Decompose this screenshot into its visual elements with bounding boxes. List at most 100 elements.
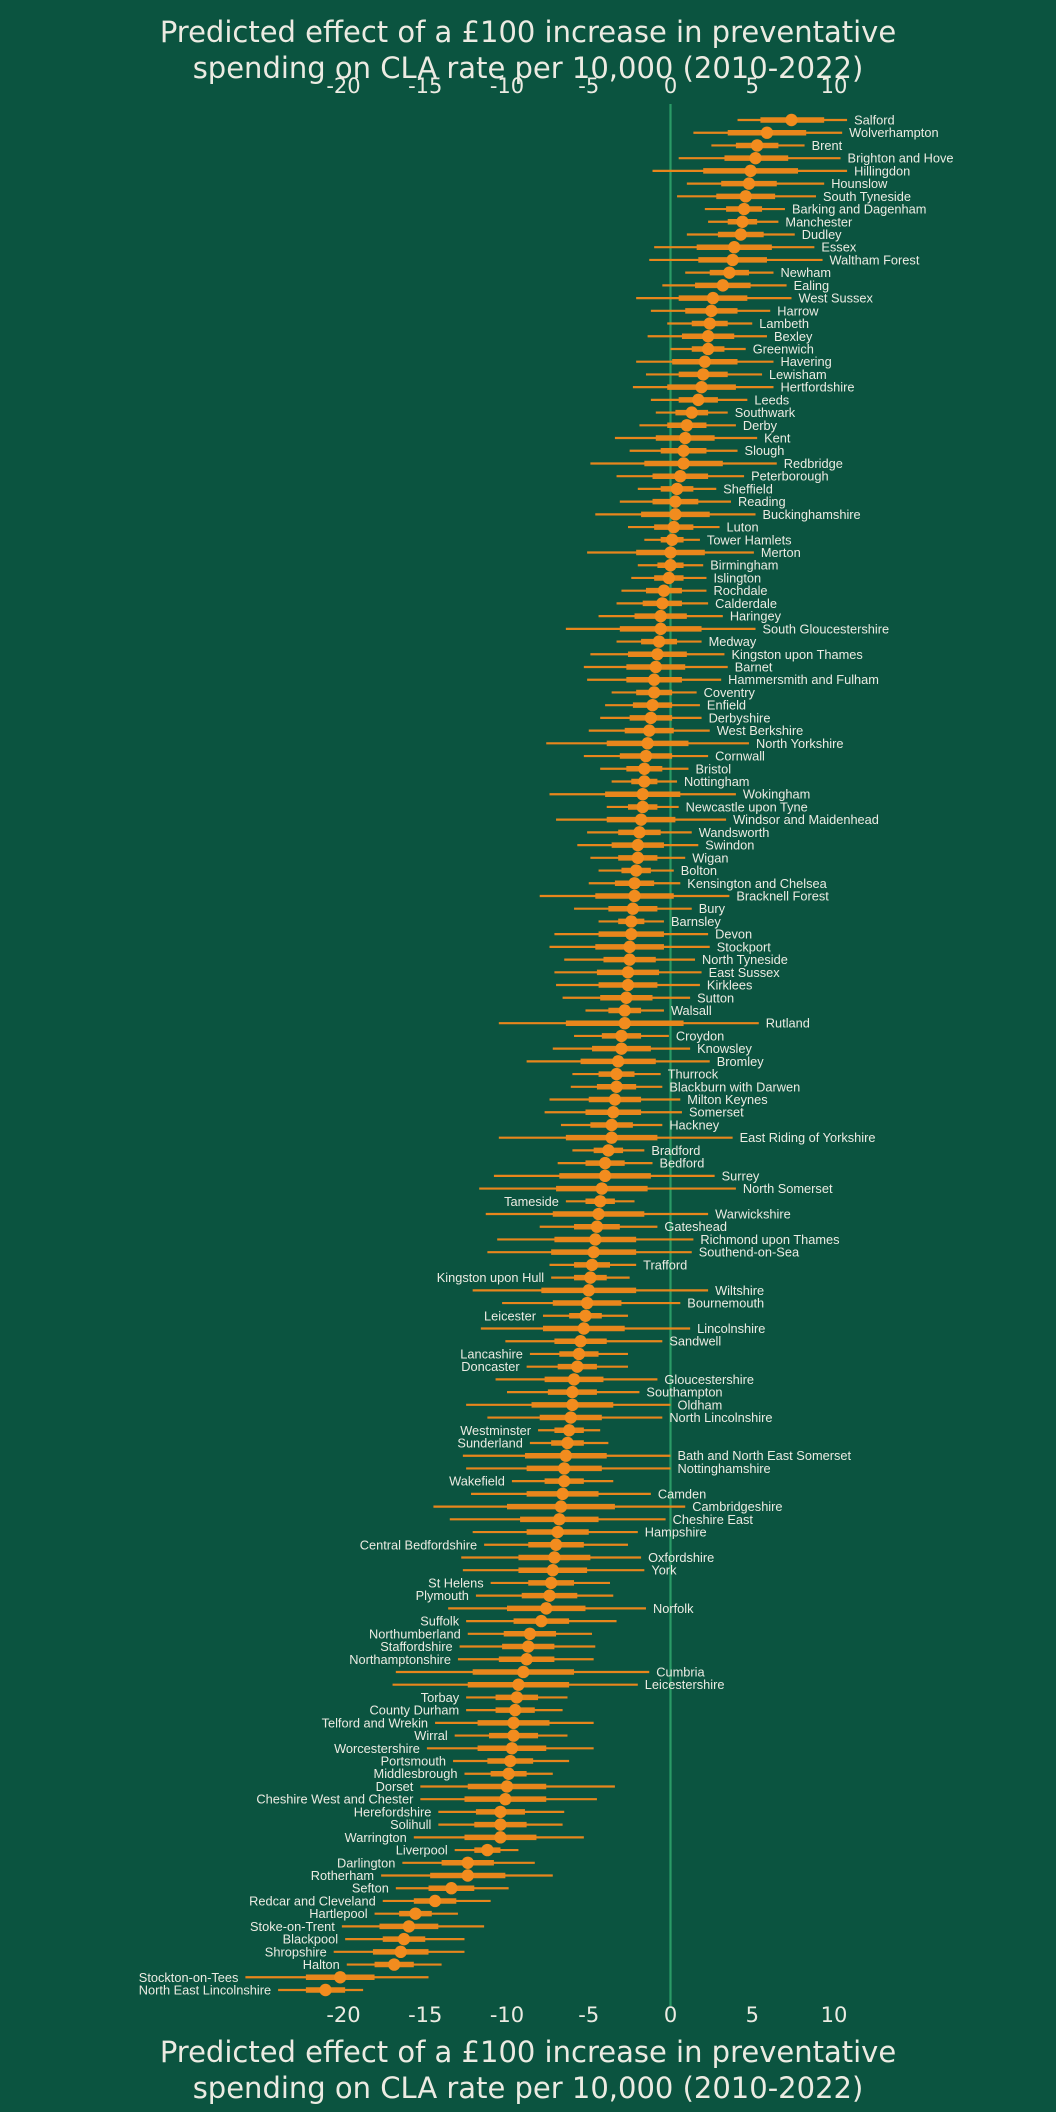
row-label: Calderdale	[715, 596, 777, 611]
row-label: Manchester	[785, 214, 853, 229]
estimate-point	[647, 686, 661, 699]
row-label: Bedford	[660, 1156, 705, 1171]
estimate-point	[397, 1932, 411, 1946]
estimate-point	[558, 1462, 571, 1475]
x-tick-label-bottom-0: -20	[326, 2003, 360, 2027]
row-label: Bromley	[717, 1054, 765, 1069]
row-label: North Yorkshire	[756, 736, 844, 751]
row-label: Surrey	[722, 1168, 760, 1183]
row-label: Southend-on-Sea	[699, 1245, 800, 1260]
row-label: Oxfordshire	[648, 1550, 714, 1565]
row-label: Darlington	[337, 1855, 395, 1870]
estimate-point	[554, 1500, 568, 1513]
row-label: Brent	[812, 138, 843, 153]
estimate-point	[605, 1131, 618, 1144]
estimate-point	[643, 724, 656, 737]
estimate-point	[636, 788, 649, 801]
estimate-point	[394, 1945, 407, 1959]
row-label: Sutton	[697, 990, 734, 1005]
row-label: Lambeth	[759, 316, 809, 331]
x-tick-label-bottom-5: 5	[746, 2003, 759, 2027]
row-label: East Sussex	[709, 965, 781, 980]
estimate-point	[559, 1449, 573, 1462]
estimate-point	[677, 457, 690, 470]
estimate-point	[544, 1576, 558, 1590]
row-label: Leicester	[484, 1308, 537, 1323]
row-label: Rutland	[766, 1016, 810, 1031]
x-tick-label-top-3: -5	[578, 74, 599, 98]
estimate-point	[567, 1373, 581, 1386]
estimate-point	[631, 838, 644, 852]
estimate-point	[535, 1614, 548, 1628]
estimate-point	[697, 368, 710, 381]
chart-title-top-line-2: spending on CLA rate per 10,000 (2010-20…	[192, 51, 864, 85]
estimate-point	[334, 1971, 347, 1984]
x-tick-label-top-5: 5	[746, 74, 759, 98]
row-label: Halton	[303, 1957, 340, 1972]
estimate-point	[623, 953, 636, 966]
estimate-point	[633, 826, 646, 839]
estimate-point	[512, 1678, 525, 1691]
x-tick-label-bottom-6: 10	[821, 2003, 848, 2027]
row-label: Coventry	[704, 685, 756, 700]
estimate-point	[590, 1220, 604, 1233]
row-label: Middlesbrough	[374, 1766, 458, 1781]
row-label: Bracknell Forest	[736, 888, 829, 903]
row-label: Warwickshire	[715, 1207, 791, 1222]
row-label: Doncaster	[461, 1359, 520, 1374]
row-label: Kirklees	[707, 978, 753, 993]
estimate-point	[523, 1627, 537, 1641]
row-label: Herefordshire	[354, 1804, 432, 1819]
estimate-point	[566, 1398, 579, 1412]
row-label: Newcastle upon Tyne	[686, 799, 808, 814]
row-label: Waltham Forest	[830, 252, 920, 267]
row-label: Camden	[658, 1486, 706, 1501]
estimate-point	[605, 1118, 618, 1132]
estimate-point	[644, 711, 658, 725]
estimate-point	[734, 228, 748, 241]
row-label: Richmond upon Thames	[700, 1232, 839, 1247]
x-tick-label-top-2: -10	[490, 74, 524, 98]
estimate-point	[615, 1029, 628, 1043]
estimate-point	[698, 355, 712, 368]
estimate-point	[654, 609, 667, 623]
row-label: Enfield	[707, 698, 746, 713]
x-tick-label-top-0: -20	[326, 74, 360, 98]
estimate-point	[481, 1843, 494, 1857]
estimate-point	[461, 1856, 474, 1869]
estimate-point	[742, 177, 756, 190]
row-label: Haringey	[730, 609, 782, 624]
row-label: Stockport	[717, 939, 772, 954]
estimate-point	[494, 1818, 507, 1831]
estimate-point	[587, 1245, 600, 1259]
estimate-point	[582, 1284, 595, 1297]
x-tick-label-bottom-3: -5	[578, 2003, 599, 2027]
estimate-point	[319, 1983, 332, 1997]
estimate-point	[572, 1347, 586, 1361]
chart-title-top: Predicted effect of a £100 increase in p…	[0, 14, 1056, 86]
row-label: Tameside	[504, 1194, 559, 1209]
row-label: Redcar and Cleveland	[249, 1893, 376, 1908]
row-label: Northamptonshire	[349, 1652, 451, 1667]
row-label: Lincolnshire	[697, 1321, 765, 1336]
row-label: Sheffield	[723, 481, 773, 496]
row-label: Dorset	[376, 1779, 414, 1794]
estimate-point	[705, 304, 718, 318]
row-label: Devon	[715, 927, 752, 942]
x-tick-label-bottom-2: -10	[490, 2003, 524, 2027]
estimate-point	[548, 1551, 561, 1564]
row-label: Cheshire East	[673, 1512, 754, 1527]
row-label: Trafford	[643, 1257, 687, 1272]
row-label: Sefton	[352, 1881, 389, 1896]
row-label: Lewisham	[769, 367, 827, 382]
row-label: Gateshead	[664, 1219, 727, 1234]
estimate-point	[646, 698, 659, 712]
estimate-point	[608, 1093, 622, 1106]
chart-title-bottom: Predicted effect of a £100 increase in p…	[0, 2034, 1056, 2106]
estimate-point	[625, 915, 638, 928]
row-label: Brighton and Hove	[848, 151, 954, 166]
row-label: North East Lincolnshire	[139, 1983, 271, 1998]
estimate-point	[726, 253, 739, 267]
estimate-point	[664, 546, 677, 559]
row-label: Worcestershire	[334, 1741, 420, 1756]
